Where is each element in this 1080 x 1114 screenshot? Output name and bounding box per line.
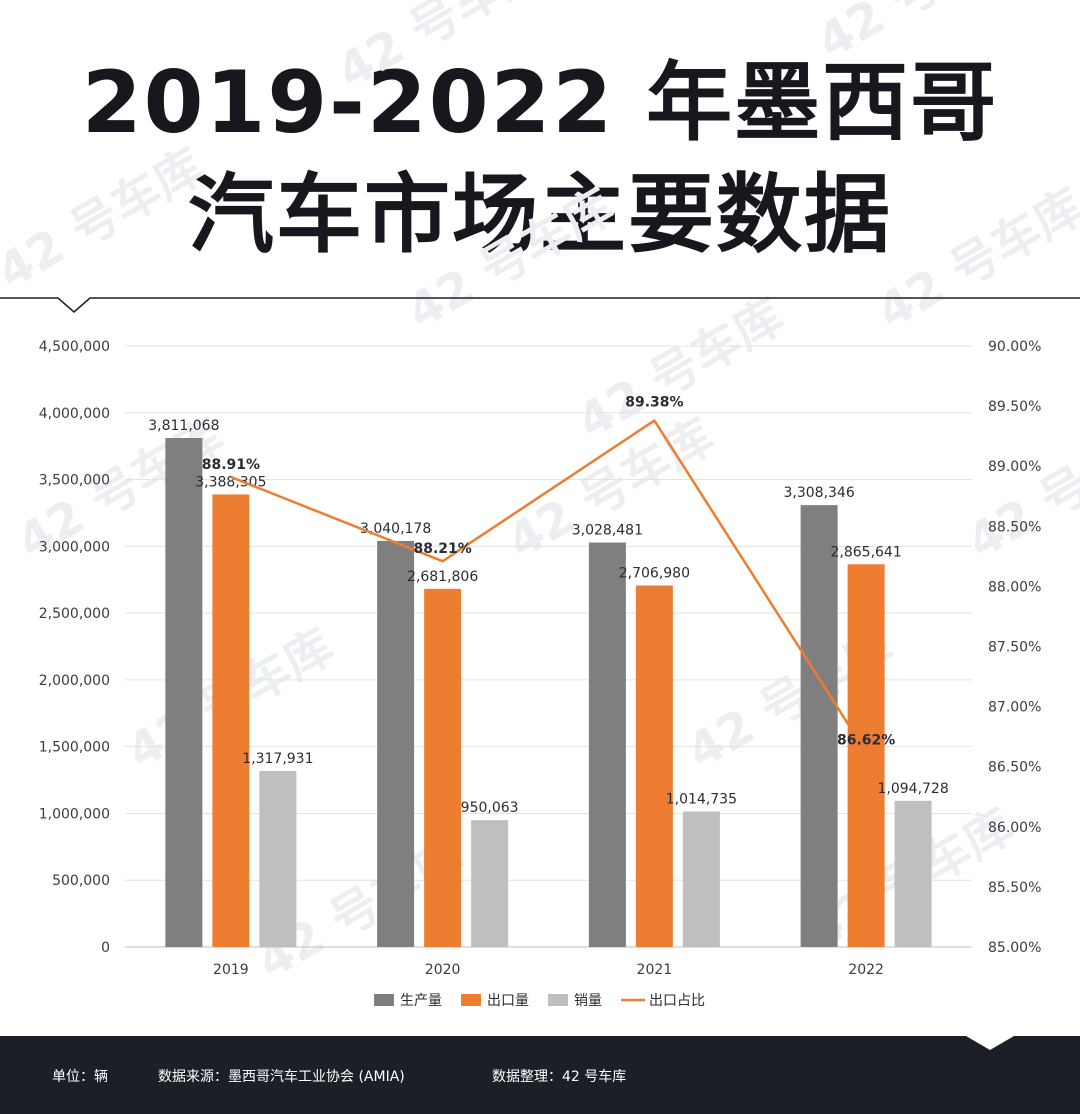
y2-tick-label: 85.50% bbox=[988, 880, 1041, 896]
bar-value-label: 1,014,735 bbox=[666, 791, 737, 807]
bar-value-label: 3,308,346 bbox=[783, 485, 854, 501]
y-tick-label: 500,000 bbox=[52, 873, 110, 889]
x-tick-label: 2019 bbox=[213, 962, 249, 978]
legend-swatch bbox=[548, 994, 568, 1006]
bar-生产量-2020 bbox=[377, 540, 415, 947]
legend-label: 销量 bbox=[574, 993, 602, 1009]
y-tick-label: 3,500,000 bbox=[39, 473, 110, 489]
page-title-line2: 汽车市场主要数据 bbox=[188, 165, 892, 265]
bar-生产量-2021 bbox=[588, 542, 626, 947]
y2-tick-label: 90.00% bbox=[988, 339, 1041, 355]
bar-生产量-2022 bbox=[800, 505, 838, 947]
watermark-text: 42 号车库 bbox=[398, 178, 623, 340]
y2-tick-label: 89.50% bbox=[988, 399, 1041, 415]
bar-出口量-2020 bbox=[424, 588, 462, 947]
y-tick-label: 4,000,000 bbox=[39, 406, 110, 422]
watermark-text: 42 号车库 bbox=[328, 0, 553, 100]
legend-swatch bbox=[461, 994, 481, 1006]
y2-tick-label: 87.00% bbox=[988, 700, 1041, 716]
y2-tick-label: 86.50% bbox=[988, 760, 1041, 776]
watermark-text: 42 号车库 bbox=[868, 178, 1080, 340]
y-tick-label: 0 bbox=[101, 940, 110, 956]
bar-value-label: 2,706,980 bbox=[619, 565, 690, 581]
bar-销量-2022 bbox=[894, 800, 932, 947]
legend-swatch bbox=[374, 994, 394, 1006]
bar-销量-2019 bbox=[259, 770, 297, 947]
bar-生产量-2019 bbox=[165, 438, 203, 947]
line-value-label: 86.62% bbox=[837, 732, 895, 748]
unit-label: 单位：辆 bbox=[52, 1069, 108, 1085]
bar-value-label: 950,063 bbox=[461, 800, 519, 816]
bar-value-label: 2,865,641 bbox=[830, 544, 901, 560]
line-value-label: 89.38% bbox=[625, 395, 683, 411]
y-tick-label: 1,500,000 bbox=[39, 740, 110, 756]
line-value-label: 88.91% bbox=[202, 457, 260, 473]
compiled-label: 数据整理：42 号车库 bbox=[492, 1069, 627, 1085]
y-tick-label: 1,000,000 bbox=[39, 806, 110, 822]
bar-value-label: 3,388,305 bbox=[195, 474, 266, 490]
bar-value-label: 1,094,728 bbox=[877, 781, 948, 797]
legend-label: 出口量 bbox=[487, 993, 529, 1009]
source-label: 数据来源：墨西哥汽车工业协会 (AMIA) bbox=[158, 1069, 405, 1085]
bar-value-label: 3,040,178 bbox=[360, 521, 431, 537]
footer-notch bbox=[966, 1036, 1014, 1050]
y2-tick-label: 88.50% bbox=[988, 519, 1041, 535]
x-tick-label: 2022 bbox=[848, 962, 884, 978]
line-出口占比 bbox=[230, 419, 868, 753]
watermark-text: 42 号车库 bbox=[958, 408, 1080, 570]
y2-tick-label: 86.00% bbox=[988, 820, 1041, 836]
bar-value-label: 3,811,068 bbox=[148, 418, 219, 434]
x-tick-label: 2021 bbox=[637, 962, 673, 978]
watermark-text: 42 号车库 bbox=[808, 0, 1033, 70]
bar-出口量-2021 bbox=[635, 585, 673, 947]
y-tick-label: 4,500,000 bbox=[39, 339, 110, 355]
watermark-text: 42 号车库 bbox=[0, 138, 213, 300]
bar-出口量-2019 bbox=[212, 494, 250, 947]
footer-bar: 单位：辆 数据来源：墨西哥汽车工业协会 (AMIA) 数据整理：42 号车库 bbox=[0, 1036, 1080, 1114]
bar-value-label: 1,317,931 bbox=[242, 751, 313, 767]
x-tick-label: 2020 bbox=[425, 962, 461, 978]
y2-tick-label: 87.50% bbox=[988, 640, 1041, 656]
y2-tick-label: 89.00% bbox=[988, 459, 1041, 475]
header-divider bbox=[0, 297, 1080, 313]
bar-value-label: 2,681,806 bbox=[407, 569, 478, 585]
page-title-line1: 2019-2022 年墨西哥 bbox=[81, 53, 999, 153]
y-tick-label: 3,000,000 bbox=[39, 539, 110, 555]
legend-label: 生产量 bbox=[400, 993, 442, 1009]
y2-tick-label: 88.00% bbox=[988, 579, 1041, 595]
y-tick-label: 2,500,000 bbox=[39, 606, 110, 622]
bar-销量-2020 bbox=[471, 820, 509, 947]
bar-销量-2021 bbox=[682, 811, 720, 947]
line-value-label: 88.21% bbox=[413, 541, 471, 557]
bar-value-label: 3,028,481 bbox=[572, 523, 643, 539]
bar-出口量-2022 bbox=[847, 564, 885, 947]
y-tick-label: 2,000,000 bbox=[39, 673, 110, 689]
legend-label: 出口占比 bbox=[649, 993, 705, 1009]
y2-tick-label: 85.00% bbox=[988, 940, 1041, 956]
